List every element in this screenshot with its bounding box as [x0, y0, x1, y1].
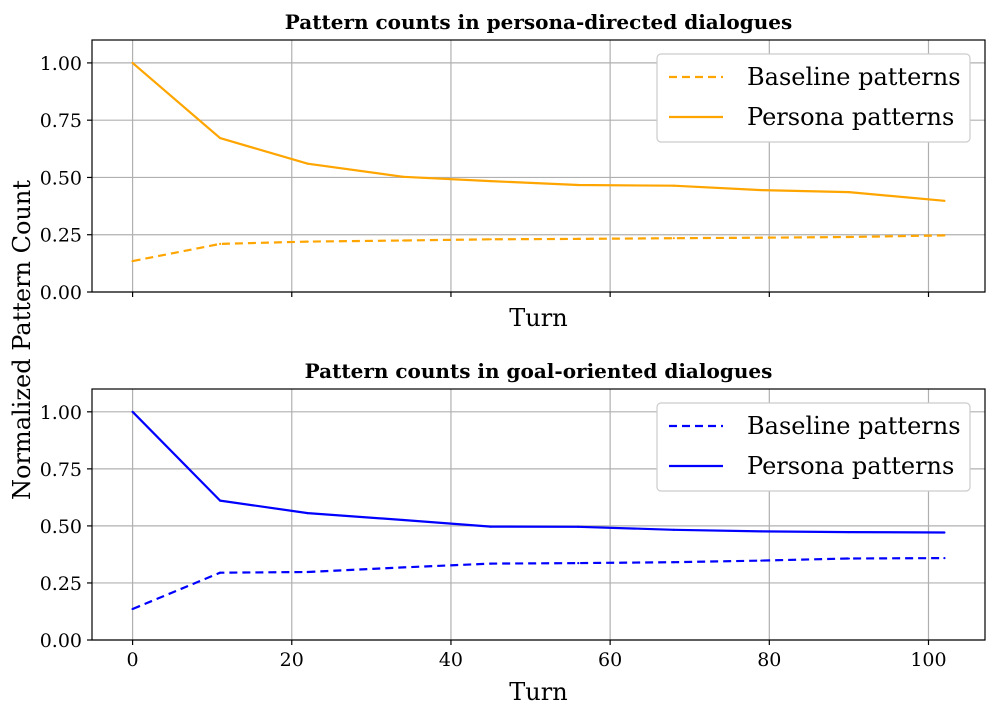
chart-panel-goal: Pattern counts in goal-oriented dialogue… [40, 359, 986, 706]
data-point [131, 607, 134, 611]
y-tick-label: 0.50 [40, 516, 82, 538]
data-point [847, 530, 851, 534]
data-point [943, 556, 946, 560]
chart-title: Pattern counts in persona-directed dialo… [285, 10, 792, 34]
x-tick-label: 100 [910, 649, 946, 671]
data-point [219, 136, 222, 140]
y-tick-label: 1.00 [40, 402, 82, 424]
y-tick-label: 1.00 [40, 53, 82, 75]
data-point [306, 240, 309, 243]
series-line [131, 62, 945, 202]
plot-frame [91, 388, 986, 641]
y-tick-label: 0.25 [40, 573, 82, 595]
plot-frame [91, 39, 986, 293]
y-tick-label: 0.00 [40, 282, 82, 304]
x-tick-label: 20 [280, 649, 304, 671]
data-point [306, 570, 309, 574]
data-point [306, 162, 309, 165]
data-point [402, 566, 405, 569]
y-tick-label: 0.75 [40, 110, 82, 132]
data-point [577, 183, 580, 187]
data-point [943, 531, 946, 534]
figure-ylabel: Normalized Pattern Count [8, 180, 36, 500]
data-point [760, 236, 763, 239]
chart-panel-persona: Pattern counts in persona-directed dialo… [40, 10, 986, 332]
chart-title: Pattern counts in goal-oriented dialogue… [305, 359, 773, 383]
data-point [489, 180, 492, 183]
legend: Baseline patterns Persona patterns [656, 53, 971, 143]
data-point [402, 239, 405, 242]
x-tick-label: 80 [757, 649, 781, 671]
legend-box [656, 53, 971, 143]
data-point [402, 518, 405, 522]
y-tick-label: 0.75 [40, 459, 82, 481]
data-point [577, 525, 580, 528]
data-point [943, 199, 946, 202]
data-point [847, 191, 851, 194]
data-point [489, 525, 492, 528]
data-point [672, 184, 675, 187]
data-point [306, 512, 309, 515]
data-point [577, 562, 580, 565]
x-tick-label: 40 [439, 649, 463, 671]
series-line [131, 411, 945, 534]
data-point [131, 410, 134, 413]
data-point [489, 562, 492, 565]
data-point [219, 571, 222, 574]
data-point [219, 499, 222, 502]
data-point [847, 235, 851, 239]
x-axis-label: Turn [509, 678, 567, 706]
legend-box [656, 402, 971, 492]
data-point [672, 561, 675, 564]
data-point [131, 61, 134, 65]
data-point [131, 259, 134, 263]
data-point [760, 188, 763, 192]
legend-label: Persona patterns [747, 452, 954, 480]
x-tick-label: 60 [598, 649, 622, 671]
legend-label: Baseline patterns [747, 63, 961, 91]
series-line [132, 234, 945, 263]
data-point [489, 238, 492, 241]
data-point [760, 559, 763, 562]
data-point [672, 237, 675, 240]
data-point [672, 528, 675, 531]
legend: Baseline patterns Persona patterns [656, 402, 971, 492]
data-point [219, 242, 222, 245]
y-tick-label: 0.00 [40, 630, 82, 652]
y-tick-label: 0.25 [40, 225, 82, 247]
legend-label: Baseline patterns [747, 412, 961, 440]
y-tick-label: 0.50 [40, 167, 82, 189]
data-point [943, 234, 946, 237]
legend-label: Persona patterns [747, 103, 954, 131]
data-point [402, 175, 405, 178]
data-point [847, 557, 851, 560]
data-point [577, 237, 580, 240]
data-point [760, 530, 763, 533]
series-line [132, 557, 945, 611]
x-tick-label: 0 [127, 649, 139, 671]
x-axis-label: Turn [509, 304, 567, 332]
